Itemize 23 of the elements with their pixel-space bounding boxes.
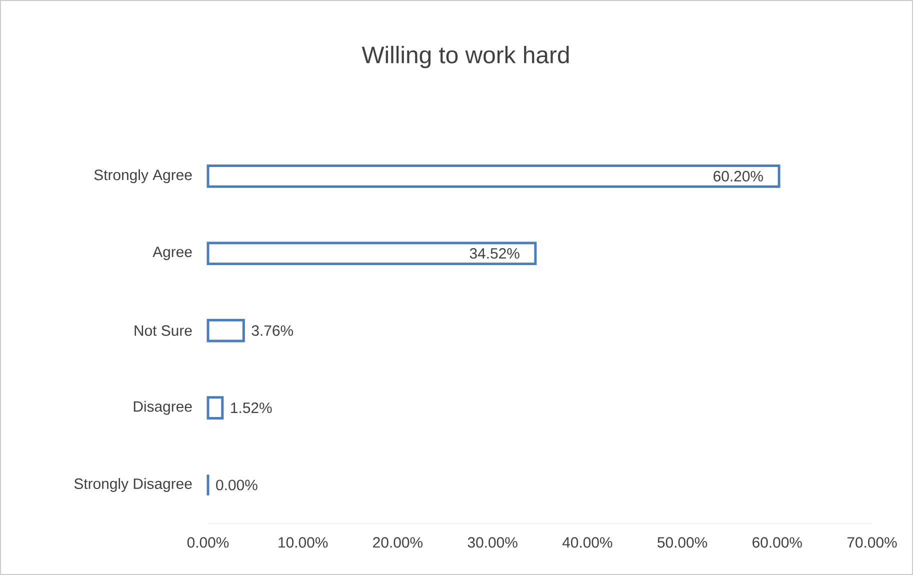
data-label: 34.52% <box>470 248 520 259</box>
x-tick-label: 70.00% <box>847 537 897 548</box>
x-tick-label: 0.00% <box>187 537 229 548</box>
y-tick-label: Strongly Agree <box>94 169 192 184</box>
bar <box>206 318 245 342</box>
data-label: 0.00% <box>216 480 258 490</box>
chart-title: Willing to work hard <box>362 46 569 68</box>
y-tick-label: Not Sure <box>134 325 192 336</box>
data-label: 3.76% <box>252 325 294 336</box>
x-tick-label: 60.00% <box>752 537 802 548</box>
bar <box>206 396 224 420</box>
x-tick-label: 30.00% <box>468 537 518 548</box>
data-label: 60.20% <box>714 170 763 182</box>
y-tick-label: Agree <box>152 246 192 260</box>
x-tick-label: 10.00% <box>278 537 328 548</box>
x-tick-label: 20.00% <box>373 537 423 548</box>
bar <box>206 242 537 266</box>
x-tick-label: 40.00% <box>562 537 612 548</box>
x-tick-label: 50.00% <box>658 537 708 548</box>
bar <box>206 164 780 188</box>
y-tick-label: Strongly Disagree <box>74 478 192 492</box>
data-label: 1.52% <box>231 402 272 414</box>
y-tick-label: Disagree <box>134 400 192 415</box>
